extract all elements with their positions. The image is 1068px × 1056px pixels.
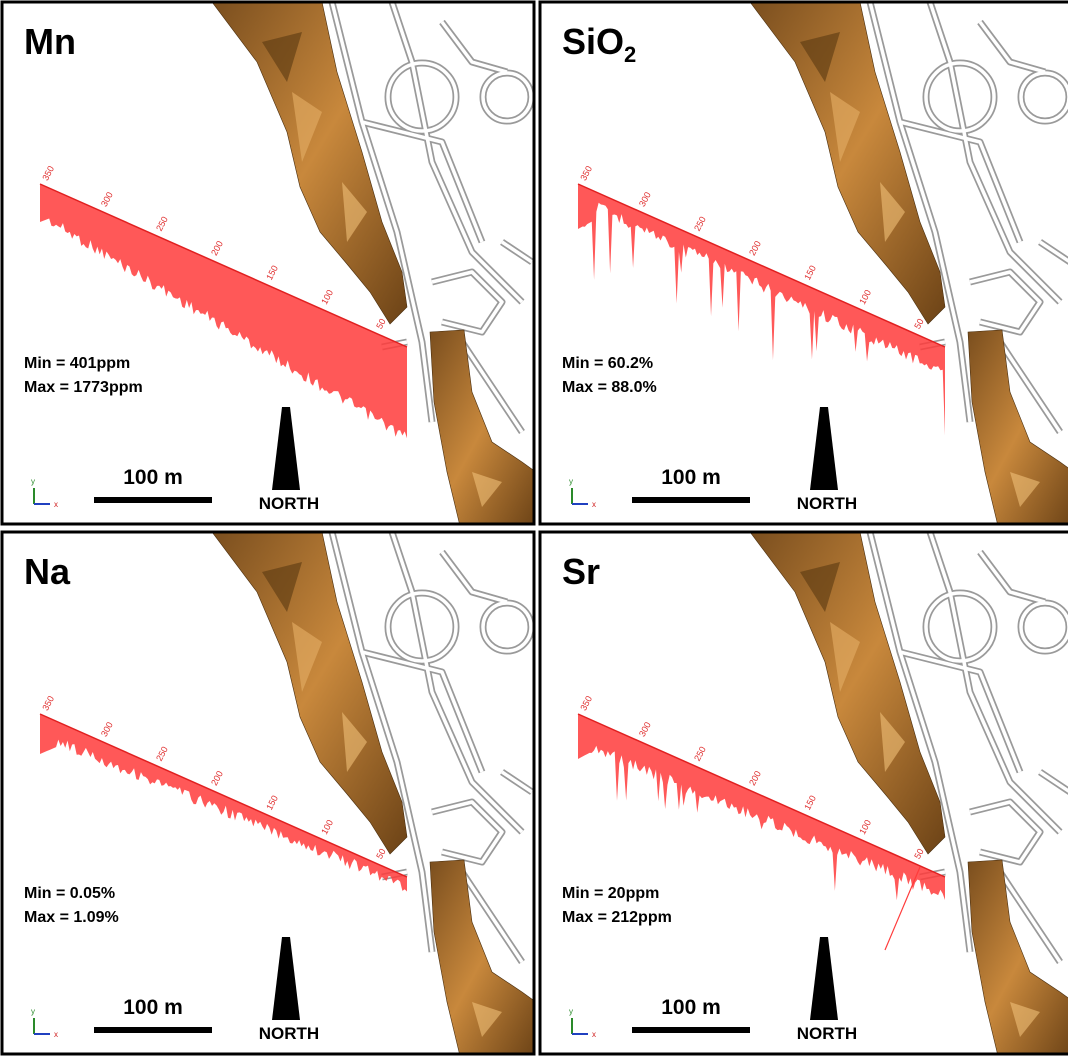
axis-x-label: x [54, 500, 58, 509]
panel-title: Na [24, 551, 71, 592]
depth-label: 100 [319, 818, 335, 836]
depth-label: 100 [857, 818, 873, 836]
background-model [750, 532, 1068, 1056]
spike [884, 866, 921, 951]
panel-frame [538, 0, 1068, 526]
depth-label: 350 [40, 164, 56, 182]
min-label: Min = 0.05% [24, 885, 115, 902]
panel-frame [0, 0, 536, 526]
min-label: Min = 60.2% [562, 355, 653, 372]
depth-label: 150 [264, 794, 280, 812]
panel: 350 300 250 200 150 100 50 Sr Min = 20ppm Max = 2… [538, 530, 1068, 1056]
north-label: NORTH [797, 1024, 857, 1043]
axis-y-label: y [31, 1007, 35, 1016]
drillhole-trace [577, 183, 946, 348]
scale-label: 100 m [123, 996, 183, 1019]
depth-label: 200 [747, 769, 763, 787]
scale-label: 100 m [661, 996, 721, 1019]
depth-label: 300 [637, 190, 653, 208]
depth-label: 200 [209, 769, 225, 787]
drillhole-trace [577, 713, 946, 878]
title-subscript: 2 [624, 42, 636, 67]
background-model [212, 2, 536, 526]
downhole-histogram [578, 184, 945, 436]
panel: 350 300 250 200 150 100 50 SiO2 Min = 60.2% Max =… [538, 0, 1068, 526]
panel-title: Sr [562, 551, 600, 592]
downhole-histogram [40, 184, 407, 439]
depth-label: 50 [912, 847, 926, 861]
north-label: NORTH [259, 494, 319, 513]
depth-label: 200 [209, 239, 225, 257]
depth-label: 300 [99, 720, 115, 738]
depth-label: 50 [374, 317, 388, 331]
max-label: Max = 88.0% [562, 379, 657, 396]
north-label: NORTH [259, 1024, 319, 1043]
north-label: NORTH [797, 494, 857, 513]
north-arrow [810, 407, 838, 490]
scale-label: 100 m [123, 466, 183, 489]
max-label: Max = 1.09% [24, 909, 119, 926]
depth-label: 50 [374, 847, 388, 861]
max-label: Max = 1773ppm [24, 379, 143, 396]
panel-view: 350 300 250 200 150 100 50 [577, 2, 1068, 526]
depth-label: 350 [578, 694, 594, 712]
depth-label: 350 [40, 694, 56, 712]
depth-label: 250 [154, 215, 170, 233]
north-arrow [272, 937, 300, 1020]
background-model [212, 532, 536, 1056]
background-model [750, 2, 1068, 526]
axis-x-label: x [592, 1030, 596, 1039]
min-label: Min = 401ppm [24, 355, 130, 372]
axis-x-label: x [592, 500, 596, 509]
depth-label: 250 [154, 745, 170, 763]
depth-label: 150 [802, 264, 818, 282]
axis-y-label: y [569, 477, 573, 486]
panel: 350 300 250 200 150 100 50 Mn Min = 401ppm Max = … [0, 0, 536, 526]
downhole-histogram [40, 714, 407, 892]
axis-x-label: x [54, 1030, 58, 1039]
depth-label: 250 [692, 745, 708, 763]
north-arrow [272, 407, 300, 490]
axis-y-label: y [569, 1007, 573, 1016]
panel-title: Mn [24, 21, 76, 62]
panel-frame [538, 530, 1068, 1056]
panel-title: SiO2 [562, 21, 636, 67]
min-label: Min = 20ppm [562, 885, 659, 902]
downhole-histogram [578, 714, 945, 901]
scale-label: 100 m [661, 466, 721, 489]
depth-label: 100 [319, 288, 335, 306]
depth-label: 200 [747, 239, 763, 257]
depth-label: 300 [637, 720, 653, 738]
depth-label: 150 [802, 794, 818, 812]
north-arrow [810, 937, 838, 1020]
depth-label: 350 [578, 164, 594, 182]
depth-label: 300 [99, 190, 115, 208]
depth-label: 250 [692, 215, 708, 233]
panel-frame [0, 530, 536, 1056]
max-label: Max = 212ppm [562, 909, 672, 926]
axis-y-label: y [31, 477, 35, 486]
depth-label: 100 [857, 288, 873, 306]
drillhole-trace [39, 713, 408, 878]
drillhole-trace [39, 183, 408, 348]
depth-label: 50 [912, 317, 926, 331]
panel: 350 300 250 200 150 100 50 Na Min = 0.05% Max = 1… [0, 530, 536, 1056]
depth-label: 150 [264, 264, 280, 282]
panel-view: 350 300 250 200 150 100 50 [577, 532, 1068, 1056]
